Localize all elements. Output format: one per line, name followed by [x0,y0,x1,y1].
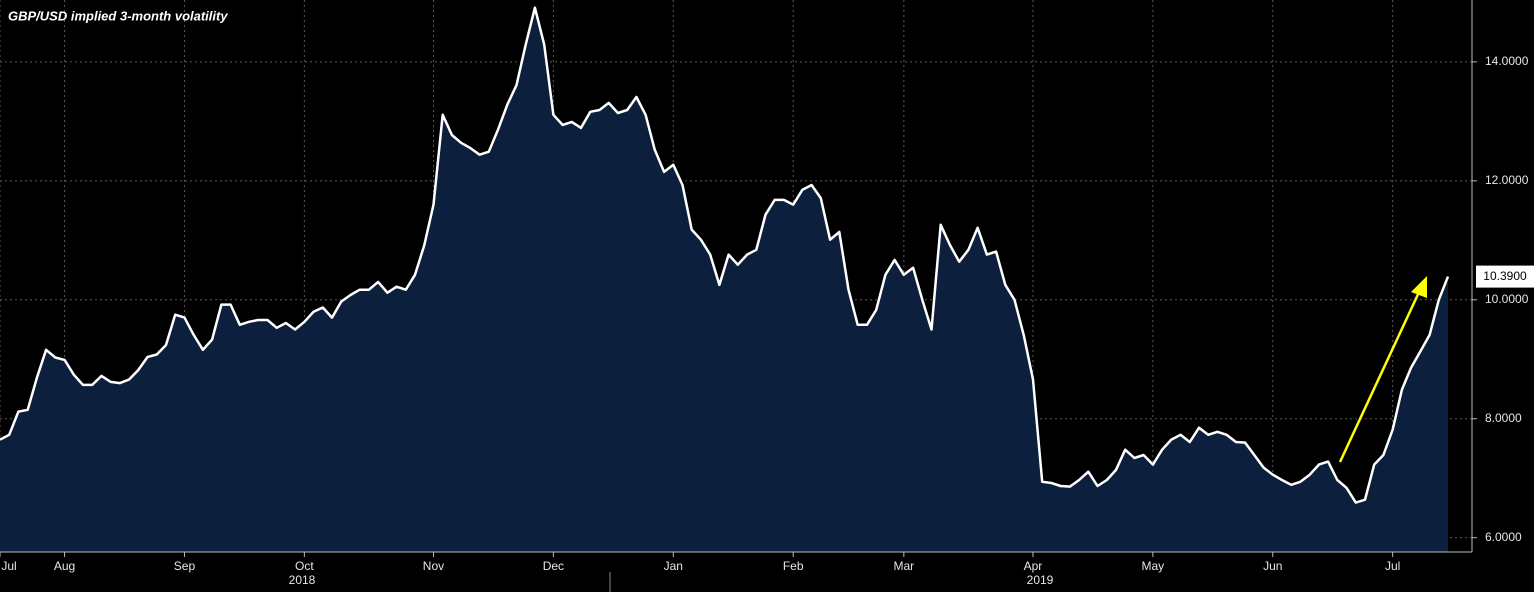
x-tick-label: Jun [1263,559,1282,573]
x-tick-label: Jan [664,559,683,573]
year-label: 2018 [289,573,316,587]
y-tick-label: 6.0000 [1485,530,1522,544]
annotation-arrow [1338,276,1427,463]
y-tick-label: 8.0000 [1485,411,1522,425]
chart-title: GBP/USD implied 3-month volatility [8,8,228,23]
x-tick-label: Apr [1024,559,1043,573]
arrow-head [1411,276,1427,298]
y-tick-label: 14.0000 [1485,54,1529,68]
arrow-shaft [1338,289,1422,463]
x-tick-label: Jul [1385,559,1400,573]
line [0,6,1450,504]
x-tick-label: Nov [423,559,444,573]
area-fill [0,7,1448,552]
x-tick-label: Mar [894,559,915,573]
plot [0,6,1450,552]
x-tick-label: Aug [54,559,75,573]
x-tick-label: May [1142,559,1165,573]
y-tick-label: 10.0000 [1485,292,1529,306]
y-tick-label: 12.0000 [1485,173,1529,187]
last-value-box [1476,265,1534,288]
x-tick-label: Jul [1,559,16,573]
year-label: 2019 [1027,573,1054,587]
x-tick-label: Dec [543,559,564,573]
last-value-label: 10.3900 [1483,269,1527,283]
x-tick-label: Feb [783,559,804,573]
x-tick-label: Sep [174,559,196,573]
x-tick-label: Oct [295,559,314,573]
